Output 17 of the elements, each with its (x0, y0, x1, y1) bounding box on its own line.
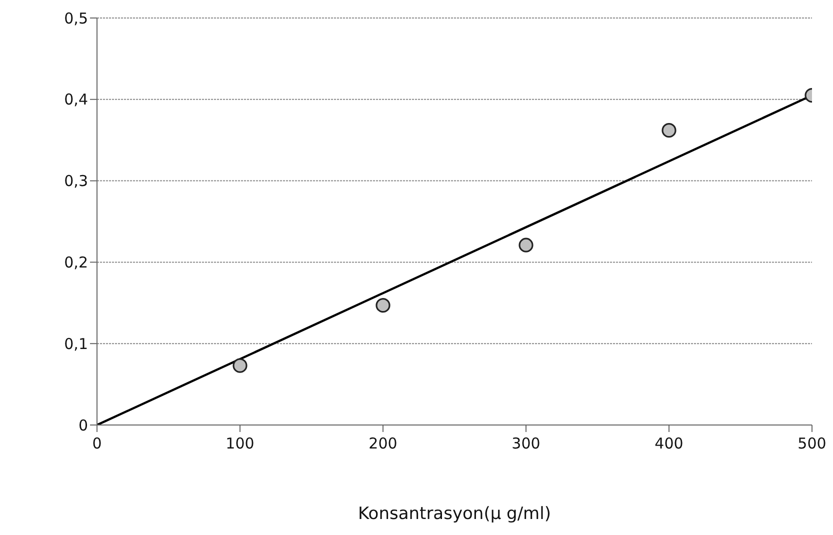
x-tick-label: 200 (368, 434, 398, 453)
y-tick-label: 0,1 (64, 334, 88, 353)
y-tick-label: 0,2 (64, 254, 88, 272)
point (376, 298, 390, 313)
x-tick-label: 0 (92, 434, 102, 453)
y-tick-label: 0,5 (64, 9, 88, 28)
x-tick-label: 500 (798, 434, 826, 453)
x-tick-label: 300 (512, 434, 540, 453)
x-tick-label: 100 (226, 434, 254, 453)
x-tick-label: 400 (654, 434, 684, 453)
point (518, 238, 534, 252)
y-tick-label: 0,4 (64, 90, 88, 109)
y-tick-label: 0,3 (64, 172, 88, 190)
point (662, 123, 676, 138)
y-tick-label: 0 (78, 416, 88, 434)
x-axis-title: Konsantrasyon(µ g/ml) (358, 504, 551, 524)
point (232, 358, 248, 373)
